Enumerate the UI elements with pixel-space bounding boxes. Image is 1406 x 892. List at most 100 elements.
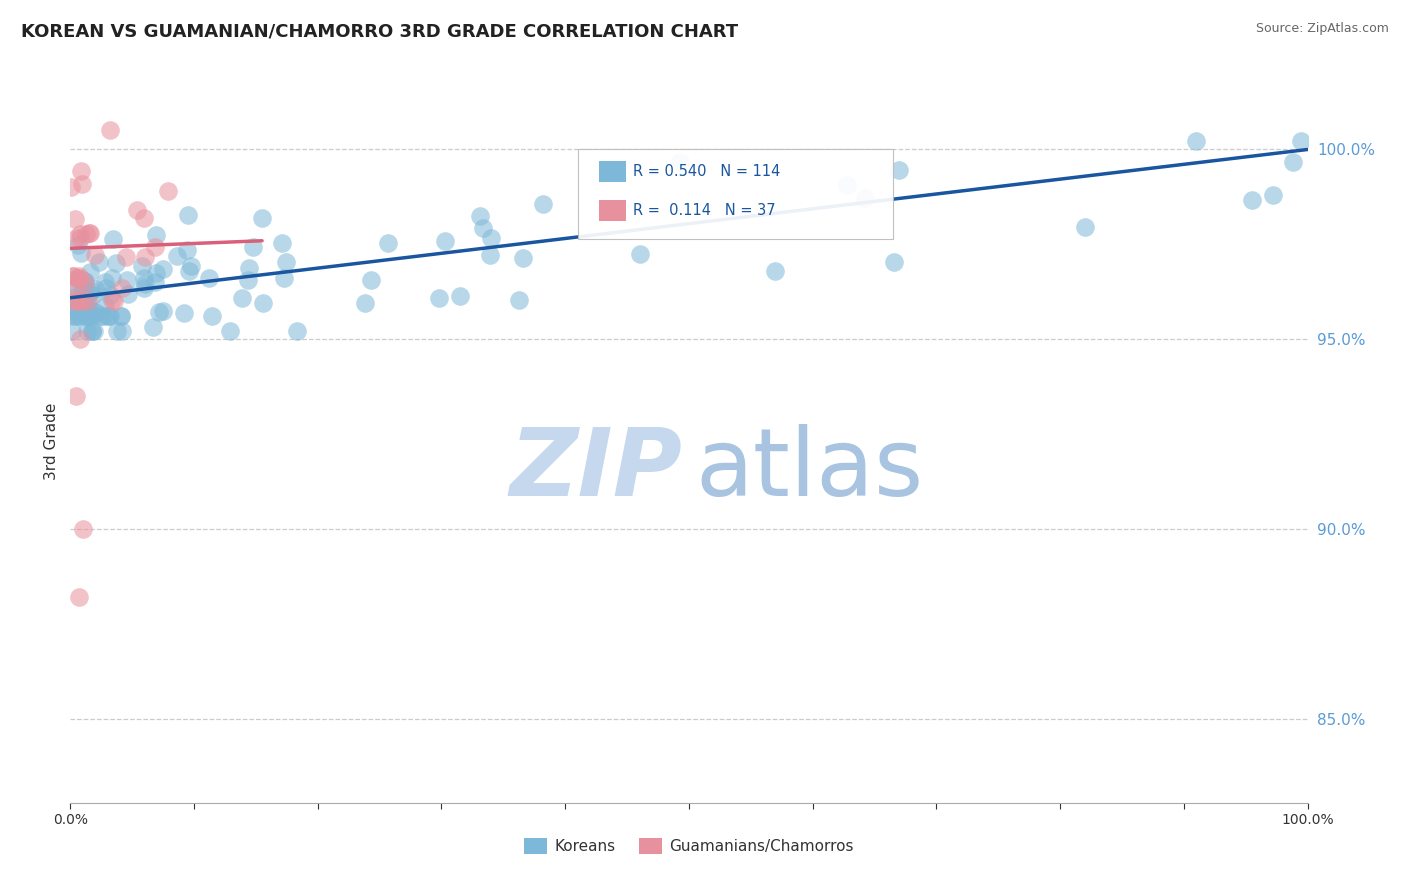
Point: [60, 281, 83, 295]
Point: [66, 293, 89, 308]
Point: [76, 309, 98, 323]
Point: [883, 254, 905, 268]
Point: [111, 324, 134, 338]
Point: [67, 591, 90, 605]
Point: [105, 324, 128, 338]
Point: [73, 283, 96, 297]
Point: [104, 256, 127, 270]
Point: [143, 275, 166, 289]
Text: KOREAN VS GUAMANIAN/CHAMORRO 3RD GRADE CORRELATION CHART: KOREAN VS GUAMANIAN/CHAMORRO 3RD GRADE C…: [21, 22, 738, 40]
Point: [98, 287, 121, 301]
Point: [62, 299, 84, 313]
Point: [148, 305, 170, 319]
Y-axis label: 3rd Grade: 3rd Grade: [44, 403, 59, 480]
Point: [103, 293, 125, 308]
Point: [110, 309, 132, 323]
Point: [110, 309, 132, 323]
Point: [62, 291, 84, 305]
Point: [80, 324, 103, 338]
Point: [90, 309, 112, 323]
Point: [1261, 187, 1284, 202]
Point: [69, 309, 91, 323]
Point: [177, 208, 200, 222]
Point: [668, 155, 690, 169]
Point: [134, 250, 156, 264]
Point: [111, 281, 134, 295]
Point: [82, 303, 104, 318]
Point: [219, 324, 242, 338]
Point: [94, 275, 117, 289]
Point: [887, 163, 910, 178]
Text: Source: ZipAtlas.com: Source: ZipAtlas.com: [1256, 22, 1389, 36]
Point: [508, 293, 530, 308]
Point: [531, 197, 554, 211]
Point: [201, 309, 224, 323]
Point: [177, 264, 200, 278]
Point: [101, 270, 124, 285]
Point: [77, 302, 100, 317]
Point: [238, 273, 260, 287]
Point: [63, 303, 86, 318]
Point: [65, 309, 87, 323]
Point: [360, 273, 382, 287]
Point: [103, 232, 125, 246]
Point: [628, 247, 651, 261]
Point: [69, 227, 91, 241]
Point: [449, 289, 471, 303]
Point: [76, 324, 98, 338]
Bar: [599, 201, 626, 220]
Point: [70, 281, 93, 295]
Point: [1281, 155, 1303, 169]
Point: [69, 332, 91, 346]
Point: [73, 274, 96, 288]
Point: [479, 231, 502, 245]
Point: [69, 246, 91, 260]
Point: [238, 261, 260, 276]
Point: [67, 309, 90, 323]
Point: [377, 235, 399, 250]
Point: [512, 251, 534, 265]
Point: [79, 285, 101, 300]
Point: [198, 270, 221, 285]
Point: [231, 292, 253, 306]
Point: [152, 262, 174, 277]
Point: [271, 235, 294, 250]
Point: [79, 265, 101, 279]
Point: [166, 249, 188, 263]
Point: [145, 266, 167, 280]
Point: [835, 178, 858, 193]
Point: [471, 221, 494, 235]
Point: [427, 291, 450, 305]
Point: [77, 304, 100, 318]
Point: [83, 282, 105, 296]
Point: [132, 270, 155, 285]
Point: [354, 295, 377, 310]
Point: [75, 274, 97, 288]
Point: [63, 280, 86, 294]
Point: [145, 228, 167, 243]
Point: [77, 226, 100, 240]
Point: [62, 268, 84, 283]
Point: [75, 227, 97, 241]
Point: [115, 250, 138, 264]
Point: [117, 286, 139, 301]
Point: [96, 309, 118, 323]
Point: [66, 293, 89, 308]
Point: [97, 309, 120, 323]
Point: [86, 306, 108, 320]
Bar: [599, 161, 626, 182]
Point: [76, 297, 98, 311]
Point: [69, 164, 91, 178]
Point: [93, 299, 115, 313]
Point: [285, 324, 308, 338]
Point: [83, 248, 105, 262]
Point: [72, 522, 94, 536]
Point: [1185, 134, 1208, 148]
Point: [77, 293, 100, 308]
Point: [180, 259, 202, 273]
Point: [468, 209, 491, 223]
Point: [62, 269, 84, 284]
Point: [145, 240, 167, 254]
Point: [82, 308, 104, 322]
Point: [63, 212, 86, 227]
